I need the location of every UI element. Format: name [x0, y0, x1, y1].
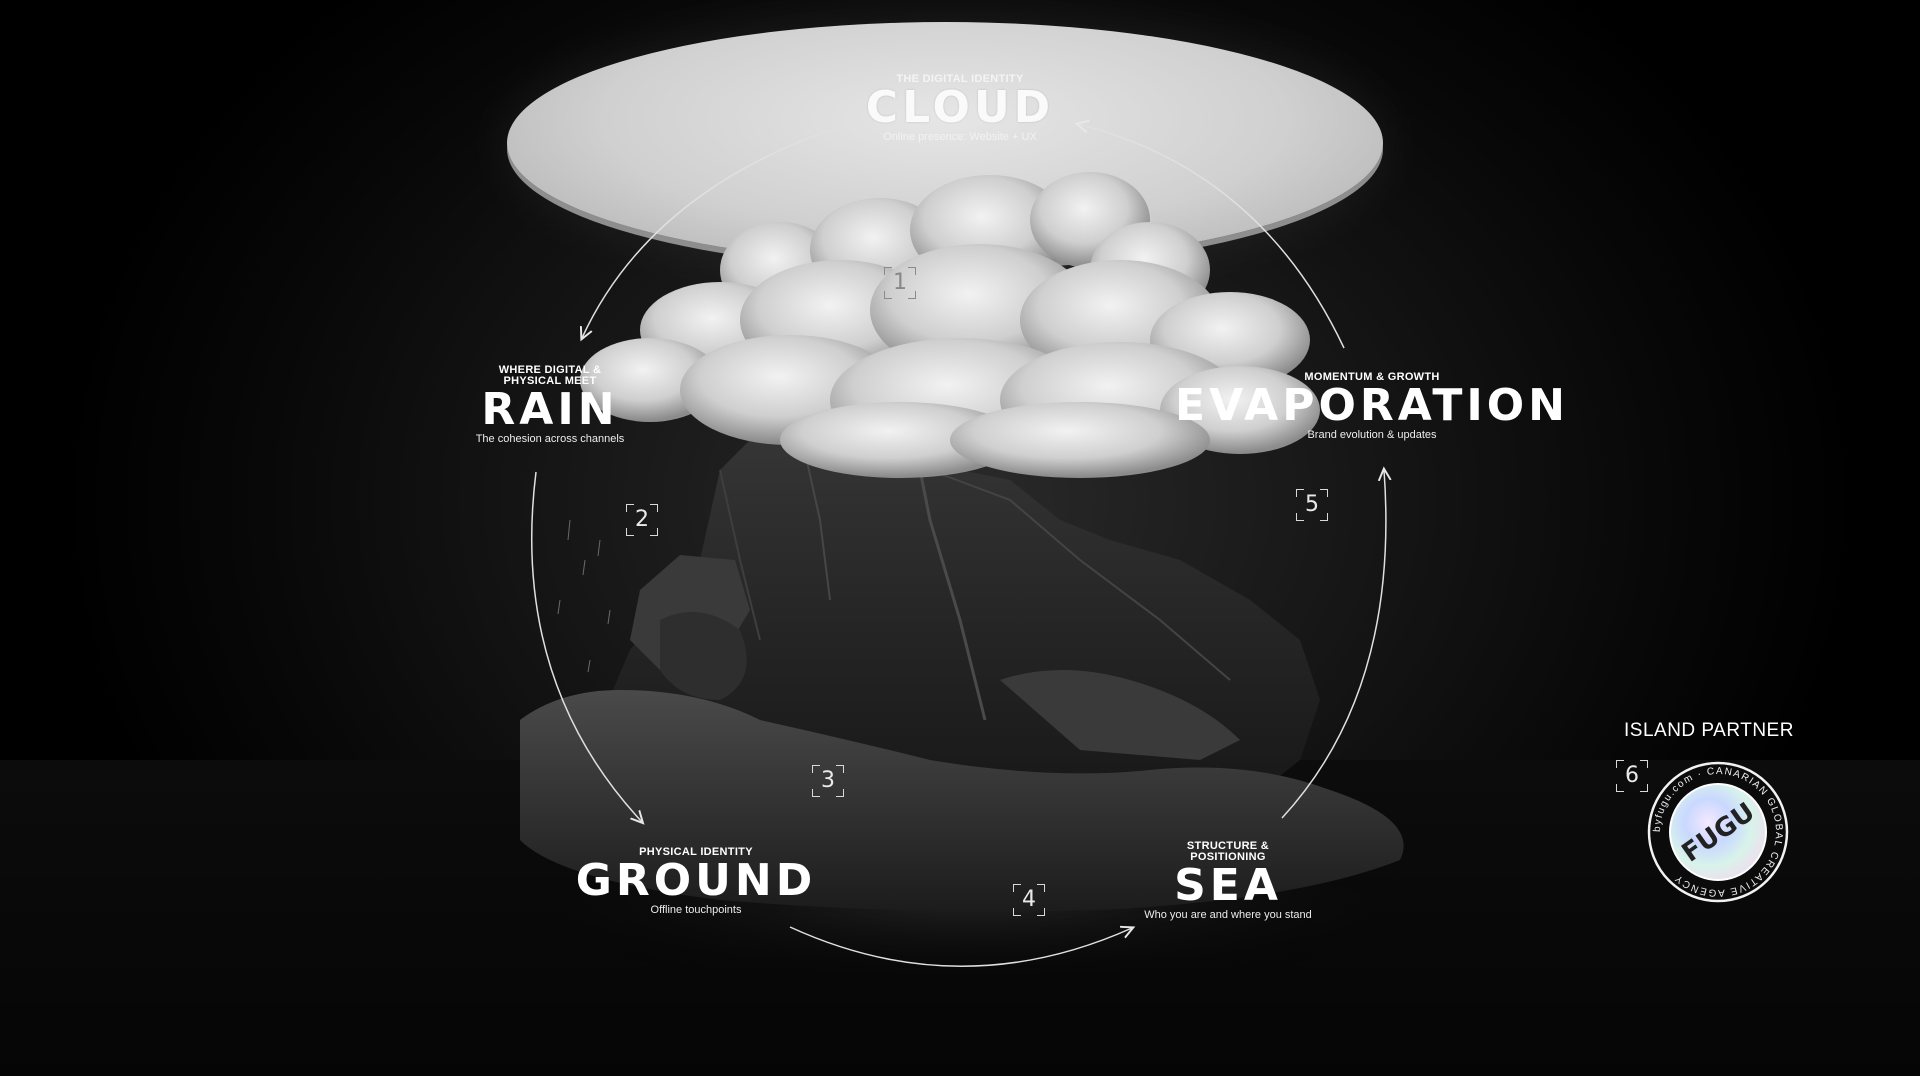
stage-ground-subtitle: Offline touchpoints [650, 904, 742, 916]
marker-2-number: 2 [635, 507, 649, 532]
marker-1[interactable]: 1 [884, 267, 916, 299]
arrow-rain-to-ground [531, 471, 642, 822]
marker-1-number: 1 [893, 270, 907, 295]
stage-cloud-subtitle: Online presence: Website + UX [883, 131, 1037, 143]
stage-rain-title: RAIN [481, 384, 619, 435]
stage-ground[interactable]: PHYSICAL IDENTITY GROUND Offline touchpo… [576, 847, 816, 917]
island-partner-title: ISLAND PARTNER [1624, 720, 1794, 741]
stage-cloud-title: CLOUD [865, 82, 1055, 133]
stage-sea-title: SEA [1174, 860, 1282, 911]
stage-rain[interactable]: WHERE DIGITAL & PHYSICAL MEET RAIN The c… [476, 365, 625, 446]
stage-evaporation-subtitle: Brand evolution & updates [1307, 429, 1437, 441]
marker-3-number: 3 [821, 768, 835, 793]
stage-ground-kicker: PHYSICAL IDENTITY [639, 846, 753, 858]
arrow-cloud-to-rain [582, 125, 843, 338]
fugu-badge[interactable]: byfugu.com · CANARIAN GLOBAL CREATIVE AG… [1647, 761, 1789, 903]
stage-evaporation-title: EVAPORATION [1175, 380, 1569, 431]
stage-sea[interactable]: STRUCTURE & POSITIONING SEA Who you are … [1144, 841, 1312, 922]
stage-cloud[interactable]: THE DIGITAL IDENTITY CLOUD Online presen… [866, 74, 1054, 144]
stage-sea-subtitle: Who you are and where you stand [1144, 909, 1312, 921]
stage-ground-title: GROUND [575, 855, 817, 906]
stage-cloud-kicker: THE DIGITAL IDENTITY [896, 73, 1024, 85]
marker-2[interactable]: 2 [626, 504, 658, 536]
arrow-evaporation-to-cloud [1078, 124, 1345, 349]
marker-4-number: 4 [1022, 887, 1036, 912]
marker-5[interactable]: 5 [1296, 489, 1328, 521]
marker-6[interactable]: 6 [1616, 760, 1648, 792]
marker-3[interactable]: 3 [812, 765, 844, 797]
marker-5-number: 5 [1305, 492, 1319, 517]
stage-rain-kicker: WHERE DIGITAL & PHYSICAL MEET [498, 364, 602, 387]
stage-rain-subtitle: The cohesion across channels [475, 433, 625, 445]
arrow-ground-to-sea [789, 927, 1132, 967]
stage-sea-kicker: STRUCTURE & POSITIONING [1186, 840, 1270, 863]
arrow-sea-to-evaporation [1281, 470, 1386, 819]
marker-6-number: 6 [1625, 763, 1639, 788]
marker-4[interactable]: 4 [1013, 884, 1045, 916]
stage-evaporation-kicker: MOMENTUM & GROWTH [1304, 371, 1440, 383]
stage-evaporation[interactable]: MOMENTUM & GROWTH EVAPORATION Brand evol… [1175, 372, 1569, 442]
